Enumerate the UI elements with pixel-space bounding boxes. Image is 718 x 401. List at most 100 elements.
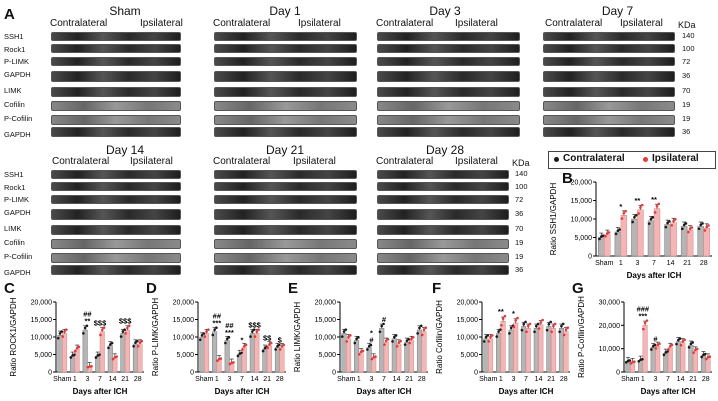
bar-contralateral: [249, 333, 255, 373]
data-point: [681, 227, 684, 231]
data-point: [558, 330, 561, 334]
data-point: [662, 353, 666, 357]
data-point: [63, 330, 66, 333]
x-tick-label: Sham: [195, 376, 213, 383]
data-point: [642, 327, 645, 331]
y-tick-label: 15,000: [315, 317, 337, 324]
data-point: [227, 336, 231, 339]
x-axis-label: Days after ICH: [499, 387, 554, 396]
significance-mark: **: [498, 307, 504, 316]
bar-contralateral: [224, 340, 230, 373]
x-tick-label: 21: [689, 376, 697, 383]
row-label: GAPDH: [4, 129, 31, 139]
data-point: [277, 343, 281, 347]
y-tick-label: 20,000: [315, 300, 337, 307]
data-point: [422, 328, 426, 332]
bar-ipsilateral: [241, 347, 247, 373]
x-tick-label: 28: [276, 376, 284, 383]
data-point: [215, 326, 218, 330]
data-point: [58, 332, 62, 335]
data-point: [416, 332, 419, 335]
bar-ipsilateral: [550, 328, 556, 373]
kda-value: 19: [515, 238, 524, 247]
x-tick-label: 14: [251, 376, 259, 383]
significance-mark: *: [241, 336, 244, 345]
panel-label-g: G: [572, 280, 584, 297]
significance-mark: **: [651, 195, 657, 204]
data-point: [672, 219, 675, 223]
data-point: [683, 338, 686, 342]
bar-ipsilateral: [254, 333, 260, 373]
blot-row-labels-top: SSH1 Rock1 P-LIMK GAPDH LIMK Cofilin P-C…: [4, 32, 50, 142]
group-label-contra: Contralateral: [213, 156, 271, 167]
data-point: [656, 343, 659, 347]
data-point: [703, 229, 707, 232]
x-tick-label: 14: [535, 376, 543, 383]
y-tick-label: 5,000: [34, 352, 52, 359]
x-tick-label: 7: [240, 376, 244, 383]
data-point: [236, 354, 240, 358]
x-tick-label: 14: [393, 376, 401, 383]
chart-c: Ratio ROCK1/GAPDH 0 5,000 10,000 15,000 20,00…: [9, 297, 144, 396]
x-tick-label: 1: [73, 376, 77, 383]
data-point: [677, 338, 680, 342]
data-point: [550, 330, 553, 334]
significance-mark: ##: [83, 310, 92, 319]
significance-mark: $: [278, 336, 283, 345]
y-tick-label: 20,000: [599, 323, 621, 330]
data-point: [207, 328, 210, 331]
x-tick-label: 7: [666, 376, 670, 383]
data-point: [347, 335, 350, 339]
group-label-ipsi: Ipsilateral: [620, 18, 663, 29]
y-tick-label: 10,000: [457, 335, 479, 342]
significance-mark: ***: [225, 328, 234, 337]
data-point: [355, 337, 358, 341]
blot-title-sham: Sham: [109, 4, 141, 18]
data-point: [491, 334, 494, 337]
data-point: [61, 335, 65, 338]
kda-value: 140: [682, 31, 695, 40]
data-point: [487, 340, 491, 343]
y-tick-label: 15,000: [571, 198, 593, 205]
data-point: [525, 330, 528, 334]
x-tick-label: 14: [677, 376, 685, 383]
significance-mark: $$$: [248, 320, 261, 329]
x-axis-label: Days after ICH: [641, 387, 696, 396]
significance-mark: **: [635, 196, 641, 205]
bar-contralateral: [663, 353, 669, 373]
data-point: [643, 321, 647, 325]
row-label: GAPDH: [4, 207, 31, 217]
x-tick-label: 3: [369, 376, 373, 383]
data-point: [386, 337, 390, 341]
blot-row-labels-bottom: SSH1 Rock1 P-LIMK GAPDH LIMK Cofilin P-C…: [4, 170, 50, 280]
data-point: [77, 345, 81, 349]
bar-ipsilateral: [279, 347, 285, 373]
y-tick-label: 5,000: [176, 352, 194, 359]
bar-contralateral: [631, 218, 638, 257]
kda-value: 36: [515, 209, 524, 218]
group-label-ipsi: Ipsilateral: [293, 156, 336, 167]
x-tick-label: 3: [653, 376, 657, 383]
x-tick-label: 21: [547, 376, 555, 383]
y-tick-label: 0: [332, 370, 336, 377]
data-point: [266, 346, 269, 350]
data-point: [107, 346, 110, 350]
bar-contralateral: [675, 341, 681, 373]
data-point: [380, 324, 384, 328]
chart-d: Ratio P-LIMK/GAPDH 0 5,000 10,000 15,000 20,0…: [151, 298, 286, 396]
data-point: [102, 326, 106, 330]
data-point: [342, 330, 346, 333]
data-point: [503, 314, 507, 318]
x-tick-label: 28: [700, 260, 708, 267]
data-point: [637, 359, 641, 363]
x-axis-label: Days after ICH: [215, 387, 270, 396]
data-point: [687, 230, 690, 234]
data-point: [420, 333, 424, 337]
data-point: [620, 217, 624, 220]
data-point: [545, 328, 549, 332]
y-tick-label: 10,000: [315, 335, 337, 342]
data-point: [547, 322, 551, 326]
data-point: [408, 341, 411, 345]
bar-ipsilateral: [137, 343, 143, 373]
data-point: [395, 344, 399, 348]
